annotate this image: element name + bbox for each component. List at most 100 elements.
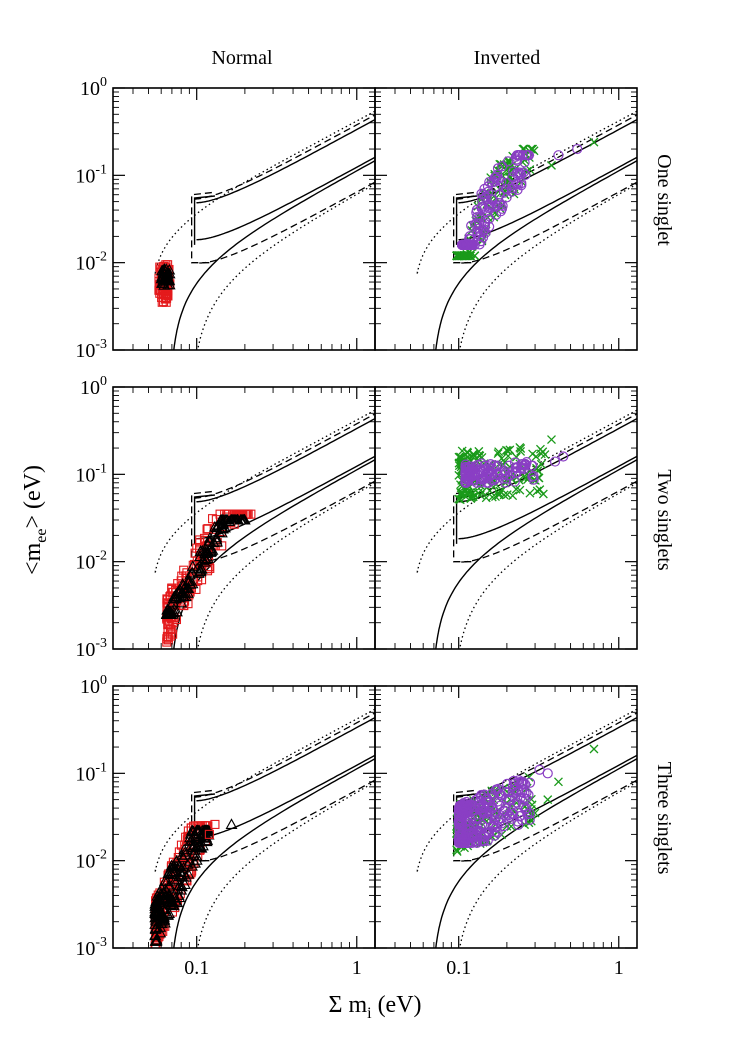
point-square <box>203 524 213 534</box>
reference-curve-dashed-1 <box>199 181 375 264</box>
y-tick-label: 100 <box>80 673 107 698</box>
y-tick-label: 10-3 <box>75 337 107 362</box>
point-triangle <box>225 818 238 829</box>
point-cross <box>454 452 464 462</box>
panel-frame <box>374 386 638 650</box>
reference-curve-dashed-1 <box>461 181 637 264</box>
point-circle <box>481 191 492 202</box>
point-circle <box>503 787 514 798</box>
scatter-points <box>454 435 569 505</box>
point-triangle <box>153 902 165 913</box>
reference-curve-dotted-1 <box>196 482 375 649</box>
point-triangle <box>170 854 183 866</box>
y-tick-label: 10-1 <box>75 461 107 486</box>
point-circle <box>479 221 490 232</box>
point-triangle <box>162 274 175 286</box>
point-triangle <box>166 896 179 908</box>
x-tick-label: 1 <box>614 957 624 979</box>
point-triangle <box>210 533 223 545</box>
point-circle <box>467 831 478 842</box>
y-tick-label: 10-3 <box>75 935 107 960</box>
reference-curve-dotted-0 <box>154 110 375 274</box>
reference-curve-dotted-0 <box>416 708 637 872</box>
point-triangle <box>176 849 189 860</box>
panel-plot-area <box>154 409 375 649</box>
point-triangle <box>182 867 195 879</box>
reference-curve-dotted-0 <box>416 110 637 274</box>
point-cross <box>528 449 538 459</box>
y-tick-label: 10-2 <box>75 250 107 275</box>
point-cross <box>477 487 487 497</box>
point-triangle <box>215 526 228 538</box>
point-circle <box>528 474 539 485</box>
point-cross <box>535 485 545 495</box>
point-triangle <box>186 859 198 871</box>
point-circle <box>527 471 538 483</box>
point-square <box>162 637 172 647</box>
point-cross <box>547 160 556 170</box>
scatter-points <box>154 260 176 307</box>
point-circle <box>504 795 515 806</box>
point-triangle <box>211 519 224 531</box>
point-triangle <box>203 531 216 543</box>
point-square <box>163 632 173 642</box>
point-circle <box>521 150 532 161</box>
point-circle <box>572 143 583 155</box>
point-triangle <box>194 561 207 573</box>
point-circle <box>512 816 523 827</box>
point-circle <box>496 176 507 187</box>
point-circle <box>512 184 523 195</box>
reference-curve-dashed-0 <box>194 413 375 499</box>
point-circle <box>515 792 526 803</box>
row-title-one-singlet: One singlet <box>653 154 675 246</box>
point-circle <box>516 463 527 474</box>
point-square <box>204 829 214 839</box>
point-triangle <box>178 878 191 889</box>
point-square <box>161 292 171 303</box>
point-circle <box>508 166 519 177</box>
point-circle <box>487 821 498 832</box>
x-axis-title: Σ mi (eV) <box>328 992 421 1022</box>
x-tick-label: 0.1 <box>184 957 209 979</box>
reference-box-solid <box>455 195 478 245</box>
panel-r2-c1: 0.1 1 <box>374 685 638 979</box>
panel-plot-area <box>416 708 637 948</box>
point-circle <box>462 470 474 481</box>
point-triangle <box>163 878 176 890</box>
panel-frame <box>374 87 638 351</box>
point-circle <box>480 472 491 483</box>
reference-curve-dashed-0 <box>194 712 375 798</box>
reference-curve-solid-1 <box>196 754 375 839</box>
point-circle <box>460 462 472 473</box>
point-circle <box>455 837 466 848</box>
scatter-points <box>452 137 599 261</box>
column-title-inverted: Inverted <box>474 47 541 69</box>
point-circle <box>520 804 531 815</box>
point-circle <box>499 465 510 477</box>
point-triangle <box>189 856 201 868</box>
reference-box-solid <box>193 195 216 245</box>
scatter-points <box>149 818 238 948</box>
point-cross <box>491 492 500 502</box>
point-cross <box>511 484 521 494</box>
point-triangle <box>162 608 175 619</box>
reference-curve-solid-0 <box>196 417 375 503</box>
point-circle <box>479 789 490 800</box>
point-triangle <box>191 824 204 836</box>
point-circle <box>510 151 521 162</box>
panel-r0-c0: 10-3 10-2 10-1 100 <box>75 75 376 362</box>
point-circle <box>454 813 465 825</box>
reference-curve-solid-2 <box>173 458 375 649</box>
point-circle <box>458 798 469 809</box>
point-triangle <box>163 278 176 290</box>
point-triangle <box>149 911 162 923</box>
point-circle <box>483 468 494 479</box>
point-triangle <box>167 606 180 618</box>
point-square <box>160 289 170 299</box>
point-triangle <box>183 574 196 586</box>
point-triangle <box>210 531 223 543</box>
point-circle <box>483 826 494 838</box>
point-circle <box>528 470 539 482</box>
point-circle <box>475 803 486 814</box>
